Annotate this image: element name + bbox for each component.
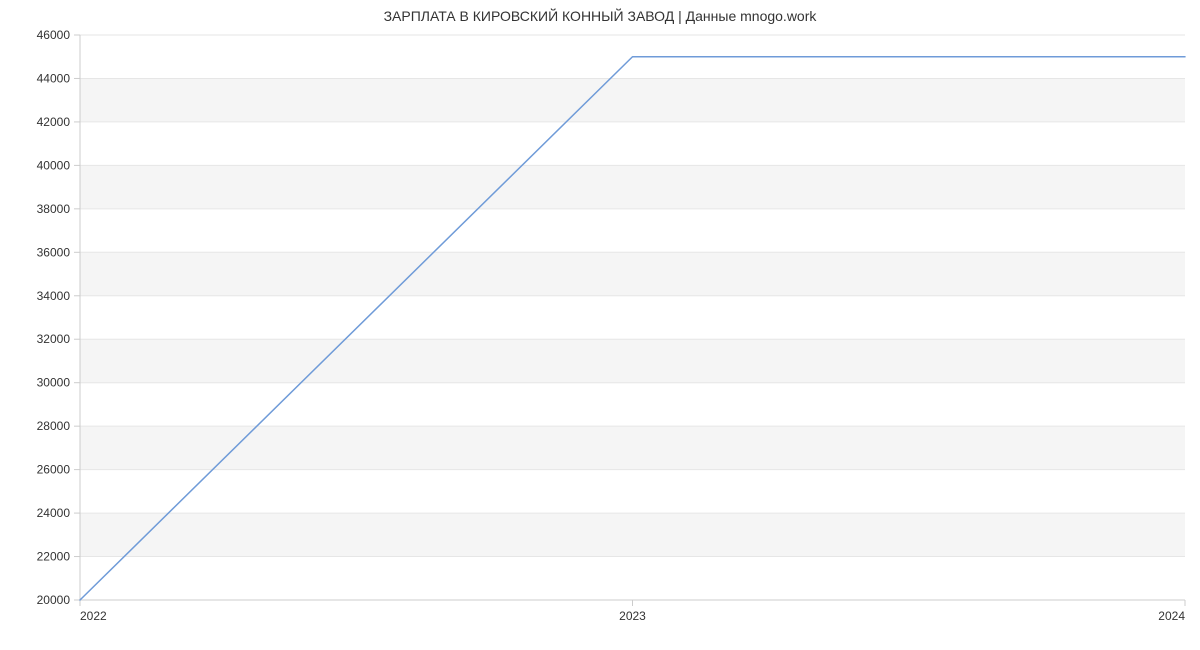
- x-tick-label: 2024: [1158, 609, 1185, 623]
- chart-svg: 20000 22000 24000 26000 28000 30000 32000 34000…: [0, 0, 1200, 650]
- y-tick-label: 24000: [37, 506, 71, 520]
- y-tick-label: 26000: [37, 463, 71, 477]
- y-tick-label: 44000: [37, 71, 71, 85]
- y-tick-label: 20000: [37, 593, 71, 607]
- y-tick-label: 42000: [37, 115, 71, 129]
- salary-line-chart: ЗАРПЛАТА В КИРОВСКИЙ КОННЫЙ ЗАВОД | Данн…: [0, 0, 1200, 650]
- y-tick-label: 32000: [37, 332, 71, 346]
- y-tick-label: 22000: [37, 550, 71, 564]
- y-tick-label: 36000: [37, 245, 71, 259]
- y-tick-label: 40000: [37, 158, 71, 172]
- y-tick-label: 30000: [37, 376, 71, 390]
- chart-title: ЗАРПЛАТА В КИРОВСКИЙ КОННЫЙ ЗАВОД | Данн…: [0, 8, 1200, 24]
- x-tick-label: 2023: [619, 609, 646, 623]
- y-tick-label: 46000: [37, 28, 71, 42]
- y-tick-label: 34000: [37, 289, 71, 303]
- x-tick-label: 2022: [80, 609, 107, 623]
- y-tick-label: 28000: [37, 419, 71, 433]
- y-tick-label: 38000: [37, 202, 71, 216]
